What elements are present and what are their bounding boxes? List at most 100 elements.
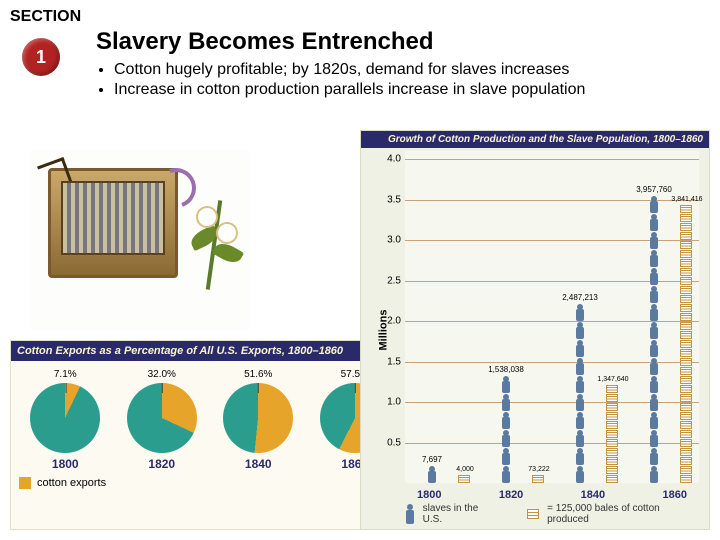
section-label: SECTION (10, 8, 81, 26)
cotton-gin-illustration (30, 150, 250, 330)
bale-icon (680, 322, 692, 330)
person-icon (650, 286, 659, 303)
bale-icon (680, 241, 692, 249)
bale-icon (680, 421, 692, 429)
person-icon (650, 340, 659, 357)
person-icon (576, 304, 585, 321)
y-tick-label: 3.0 (377, 235, 401, 246)
bale-icon (680, 223, 692, 231)
bale-icon (680, 412, 692, 420)
x-tick-label: 1860 (662, 489, 686, 501)
gridline (405, 159, 699, 160)
bullet-list: Cotton hugely profitable; by 1820s, dema… (96, 60, 710, 100)
x-axis-labels: 1800 1820 1840 1860 (405, 489, 699, 501)
person-icon (650, 466, 659, 483)
pie-item: 7.1% 1800 (22, 371, 108, 471)
growth-column: 2,487,2131,347,640 (560, 304, 600, 483)
pie-slice (223, 383, 293, 453)
person-icon (576, 448, 585, 465)
bale-icon (680, 376, 692, 384)
bale-icon (680, 313, 692, 321)
x-tick-label: 1800 (417, 489, 441, 501)
bullet-item: Increase in cotton production parallels … (114, 80, 710, 100)
bale-icon (606, 412, 618, 420)
person-icon (650, 214, 659, 231)
person-icon (650, 394, 659, 411)
y-tick-label: 1.5 (377, 356, 401, 367)
person-icon (650, 322, 659, 339)
pie-legend: cotton exports (11, 471, 409, 495)
legend-slaves-text: slaves in the U.S. (423, 503, 498, 525)
bale-icon (606, 475, 618, 483)
person-icon (576, 340, 585, 357)
person-icon (502, 376, 511, 393)
bale-stack: 4,000 (458, 475, 472, 483)
y-tick-label: 4.0 (377, 154, 401, 165)
slave-count-label: 3,957,760 (636, 185, 672, 194)
pie-year-label: 1800 (22, 457, 108, 471)
y-tick-label: 1.0 (377, 397, 401, 408)
bale-count-label: 1,347,640 (597, 376, 628, 383)
pie-chart-title: Cotton Exports as a Percentage of All U.… (11, 341, 409, 361)
bale-icon (680, 268, 692, 276)
bale-icon (680, 214, 692, 222)
x-tick-label: 1840 (581, 489, 605, 501)
legend-swatch (19, 477, 31, 489)
growth-column: 7,6974,000 (412, 466, 452, 483)
bale-count-label: 4,000 (456, 466, 474, 473)
section-number-badge: 1 (22, 38, 60, 76)
pie-slice (127, 383, 197, 453)
bale-count-label: 3,841,416 (671, 196, 702, 203)
slave-count-label: 2,487,213 (562, 293, 598, 302)
pie-percent-label: 7.1% (54, 369, 77, 380)
bale-icon (680, 475, 692, 483)
bale-icon (680, 277, 692, 285)
person-icon (650, 376, 659, 393)
bale-icon (606, 421, 618, 429)
bale-stack: 3,841,416 (680, 205, 694, 483)
bale-icon (606, 448, 618, 456)
cotton-plant-icon (184, 190, 244, 300)
y-tick-label: 2.0 (377, 316, 401, 327)
bale-icon (606, 430, 618, 438)
bale-icon (606, 385, 618, 393)
bale-icon (680, 250, 692, 258)
person-icon (650, 412, 659, 429)
growth-legend: slaves in the U.S. = 125,000 bales of co… (405, 503, 699, 525)
bale-icon (680, 286, 692, 294)
pie-year-label: 1840 (215, 457, 301, 471)
bale-icon (606, 466, 618, 474)
bale-icon (680, 295, 692, 303)
bale-icon (680, 385, 692, 393)
person-icon (502, 448, 511, 465)
bale-icon (680, 232, 692, 240)
bale-icon (680, 304, 692, 312)
pie-percent-label: 32.0% (148, 369, 176, 380)
person-icon (576, 412, 585, 429)
bale-icon (680, 259, 692, 267)
person-icon (650, 448, 659, 465)
bale-stack: 73,222 (532, 475, 546, 483)
bale-icon (680, 358, 692, 366)
slave-count-label: 7,697 (422, 455, 442, 464)
bale-stack: 1,347,640 (606, 385, 620, 483)
bale-icon (680, 430, 692, 438)
y-tick-label: 3.5 (377, 194, 401, 205)
x-tick-label: 1820 (499, 489, 523, 501)
person-icon (650, 430, 659, 447)
figure-stack (560, 304, 600, 483)
person-icon (650, 196, 659, 213)
legend-label: cotton exports (37, 477, 106, 489)
bale-icon (680, 331, 692, 339)
bullet-item: Cotton hugely profitable; by 1820s, dema… (114, 60, 710, 80)
person-icon (502, 430, 511, 447)
bale-icon (606, 403, 618, 411)
growth-column: 1,538,03873,222 (486, 376, 526, 483)
legend-bales-text: = 125,000 bales of cotton produced (547, 503, 699, 525)
bale-icon (680, 340, 692, 348)
figure-stack (634, 196, 674, 483)
growth-plot-area: 4.03.53.02.52.01.51.00.57,6974,0001,538,… (405, 151, 699, 483)
slave-count-label: 1,538,038 (488, 365, 524, 374)
bale-icon (680, 403, 692, 411)
bale-count-label: 73,222 (528, 466, 549, 473)
